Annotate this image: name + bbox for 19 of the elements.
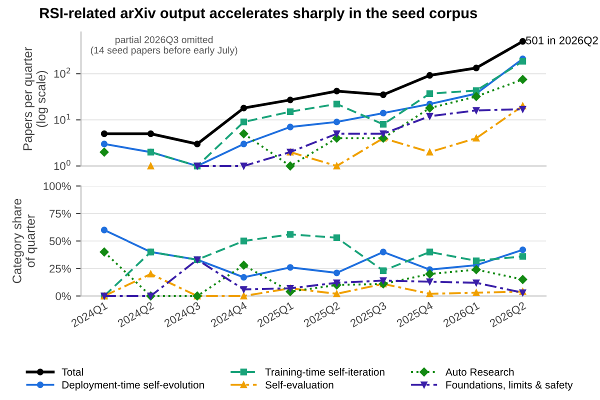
legend-label: Training-time self-iteration	[265, 368, 384, 378]
annotation: 501 in 2026Q2	[526, 36, 598, 46]
y-axis-title: Papers per quarter (log scale)	[23, 47, 48, 150]
annotation: partial 2026Q3 omitted (14 seed papers before early July)	[90, 36, 238, 56]
y-tick-label: 75%	[50, 210, 71, 218]
legend-label: Self-evaluation	[265, 380, 334, 389]
legend-label: Total	[62, 368, 83, 376]
y-tick-label: 10$^{0}$	[54, 160, 70, 170]
legend-label: Auto Research	[445, 368, 514, 376]
legend-label: Foundations, limits & safety	[446, 380, 573, 391]
legend-label: Deployment-time self-evolution	[62, 380, 204, 391]
y-tick-label: 100%	[44, 182, 71, 190]
y-tick-label: 25%	[50, 264, 71, 273]
y-tick-label: 10$^{2}$	[54, 68, 70, 78]
y-tick-label: 0%	[56, 292, 71, 300]
y-tick-label: 50%	[49, 237, 71, 246]
y-axis-title: Category share of quarter	[12, 198, 38, 284]
chart-title: RSI-related arXiv output accelerates sharply in the seed corpus	[40, 8, 478, 22]
y-tick-label: 10$^{1}$	[54, 114, 70, 124]
